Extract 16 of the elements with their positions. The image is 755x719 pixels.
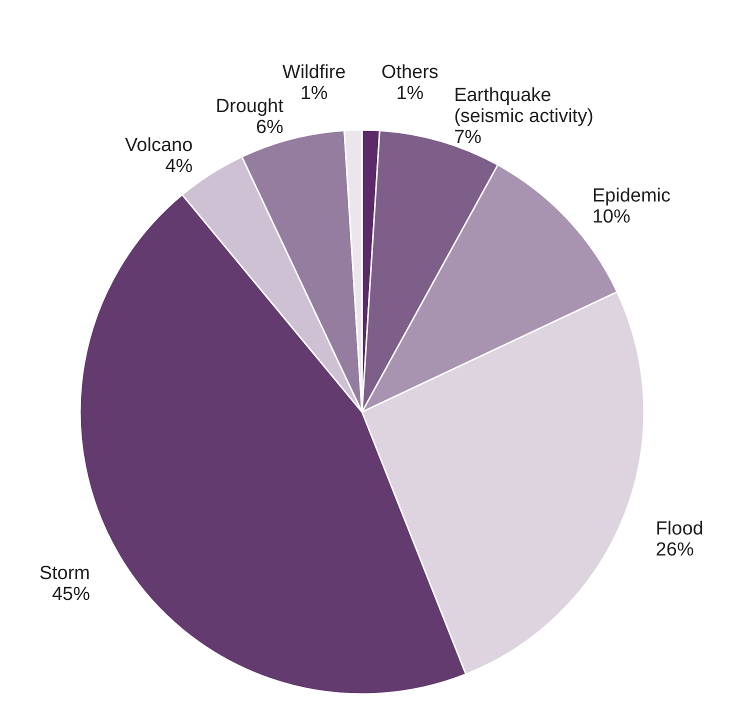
data-label: 1% — [300, 83, 328, 104]
slice-label: Wildfire — [282, 62, 346, 84]
slice-label: Storm — [39, 562, 90, 584]
data-label: 1% — [396, 83, 424, 104]
slice-label: Earthquake (seismic activity) — [454, 85, 594, 128]
data-label: 7% — [454, 127, 482, 148]
data-label: 4% — [165, 156, 193, 178]
slice-label: Flood — [656, 518, 704, 540]
data-label: 26% — [656, 539, 694, 560]
data-label: 45% — [52, 584, 90, 605]
data-label: 6% — [256, 116, 284, 138]
slice-label: Volcano — [125, 135, 193, 156]
slice-label: Drought — [216, 96, 284, 117]
slice-label: Others — [381, 62, 438, 84]
data-label: 10% — [592, 206, 630, 228]
slice-label: Epidemic — [592, 186, 671, 207]
